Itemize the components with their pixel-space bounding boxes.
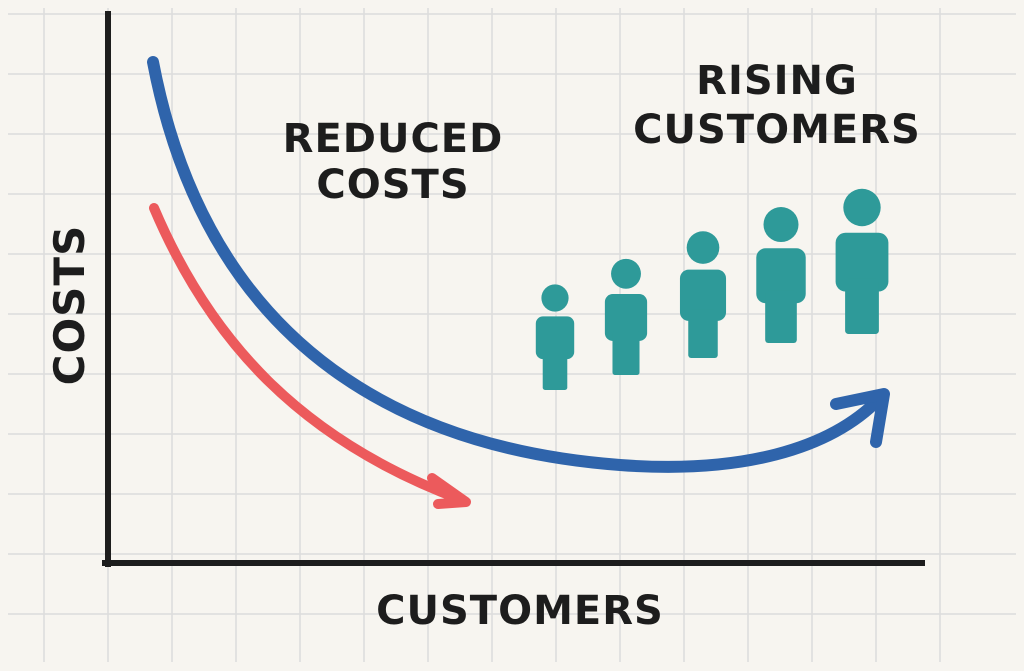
red-cost-arrow-curve	[149, 203, 467, 505]
blue-arrowhead-icon	[830, 388, 890, 448]
person-torso	[604, 294, 648, 341]
reduced-costs-label-line1: REDUCED	[283, 116, 504, 162]
blue-customer-curve	[147, 56, 886, 473]
background-grid	[8, 8, 1016, 662]
rising-customers-label-line1: RISING	[696, 58, 858, 104]
person-legs	[765, 290, 797, 343]
person-torso	[835, 232, 889, 292]
person-torso	[535, 316, 575, 360]
person-icon	[835, 188, 889, 334]
person-legs	[612, 330, 640, 375]
person-torso	[679, 269, 727, 321]
person-icon	[679, 231, 727, 358]
person-icon	[604, 258, 648, 375]
person-legs	[542, 349, 568, 390]
person-torso	[756, 248, 806, 304]
person-head	[763, 207, 799, 243]
y-axis-label: COSTS	[45, 225, 94, 386]
person-icon	[756, 207, 806, 343]
rising-people-group	[535, 188, 889, 390]
person-legs	[845, 278, 879, 334]
x-axis-label: CUSTOMERS	[376, 588, 664, 634]
person-legs	[688, 309, 718, 358]
person-icon	[535, 284, 575, 390]
person-head	[541, 284, 569, 312]
person-head	[843, 188, 881, 227]
red-arrowhead-icon	[427, 473, 471, 509]
person-head	[611, 258, 641, 289]
rising-customers-label-line2: CUSTOMERS	[633, 107, 921, 153]
person-head	[686, 231, 720, 264]
reduced-costs-label-line2: COSTS	[316, 162, 469, 208]
